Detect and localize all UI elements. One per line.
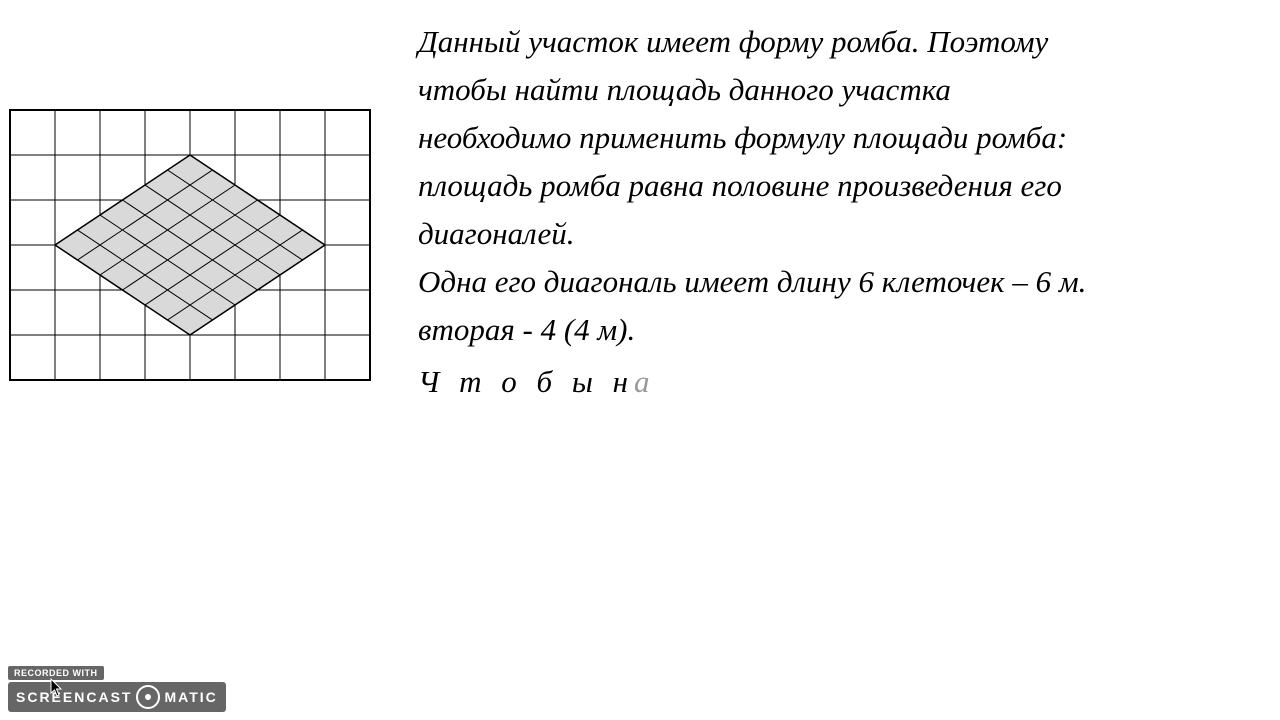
- watermark-brand: SCREENCAST MATIC: [8, 682, 226, 712]
- watermark-brand-right: MATIC: [164, 689, 217, 705]
- explanation-text: Данный участок имеет форму ромба. Поэтом…: [418, 18, 1278, 406]
- screencast-watermark: RECORDED WITH SCREENCAST MATIC: [8, 666, 226, 712]
- text-line: Ч т о б ы на: [418, 358, 1278, 406]
- watermark-brand-left: SCREENCAST: [16, 689, 132, 705]
- text-line: площадь ромба равна половине произведени…: [418, 162, 1278, 210]
- text-line: диагоналей.: [418, 210, 1278, 258]
- text-line: Одна его диагональ имеет длину 6 клеточе…: [418, 258, 1278, 306]
- text-line: необходимо применить формулу площади ром…: [418, 114, 1278, 162]
- text-line: вторая - 4 (4 м).: [418, 306, 1278, 354]
- page-root: Данный участок имеет форму ромба. Поэтом…: [0, 0, 1280, 720]
- rhombus-grid-diagram: [8, 108, 372, 382]
- watermark-ring-icon: [136, 685, 160, 709]
- watermark-dot-icon: [145, 694, 151, 700]
- text-line: чтобы найти площадь данного участка: [418, 66, 1278, 114]
- text-line: Данный участок имеет форму ромба. Поэтом…: [418, 18, 1278, 66]
- cursor-icon: [50, 678, 64, 698]
